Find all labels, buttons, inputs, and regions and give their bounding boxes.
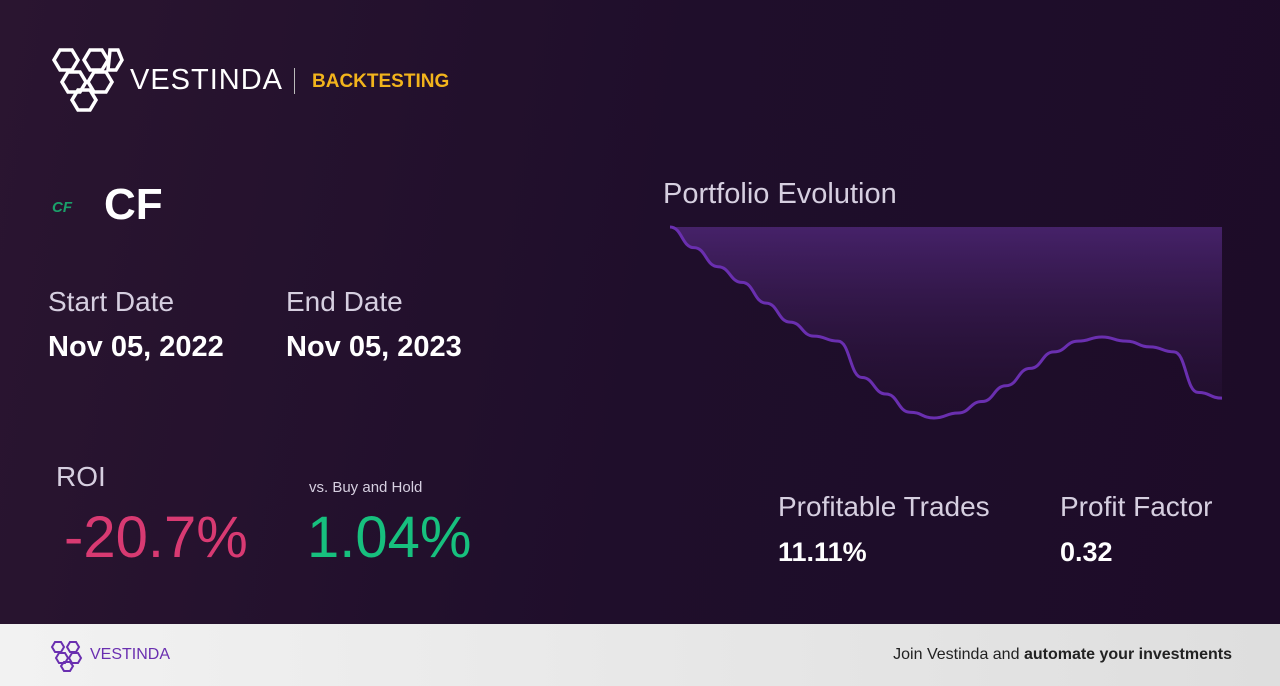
end-label: End Date — [286, 286, 403, 317]
footer-logo — [50, 641, 83, 672]
ticker-icon: CF — [52, 199, 72, 216]
trades-value: 11.11% — [778, 537, 867, 567]
benchmark-value: 1.04% — [307, 505, 472, 570]
divider — [294, 68, 295, 94]
end-date: Nov 05, 2023 — [286, 331, 462, 363]
footer-brand: VESTINDA — [90, 646, 171, 663]
factor-label: Profit Factor — [1060, 491, 1213, 522]
chart-title: Portfolio Evolution — [663, 178, 897, 210]
cta-plain: Join Vestinda and — [893, 646, 1020, 663]
ticker: CF — [104, 180, 163, 229]
start-date: Nov 05, 2022 — [48, 331, 224, 363]
benchmark-label: vs. Buy and Hold — [309, 479, 423, 496]
roi-label: ROI — [56, 461, 106, 492]
portfolio-chart — [669, 225, 1223, 420]
section: BACKTESTING — [312, 71, 450, 92]
roi-value: -20.7% — [64, 505, 248, 570]
footer: VESTINDA Join Vestinda and automate your… — [0, 624, 1280, 686]
line — [669, 225, 1223, 420]
start-label: Start Date — [48, 286, 175, 317]
logo — [51, 48, 124, 112]
area-fill — [670, 227, 1222, 418]
brand: VESTINDA — [130, 64, 284, 96]
cta-bold: automate your investments — [1023, 646, 1232, 663]
trades-label: Profitable Trades — [778, 491, 990, 522]
factor-value: 0.32 — [1060, 537, 1113, 567]
footer-cta: Join Vestinda and automate your investme… — [893, 646, 1232, 664]
